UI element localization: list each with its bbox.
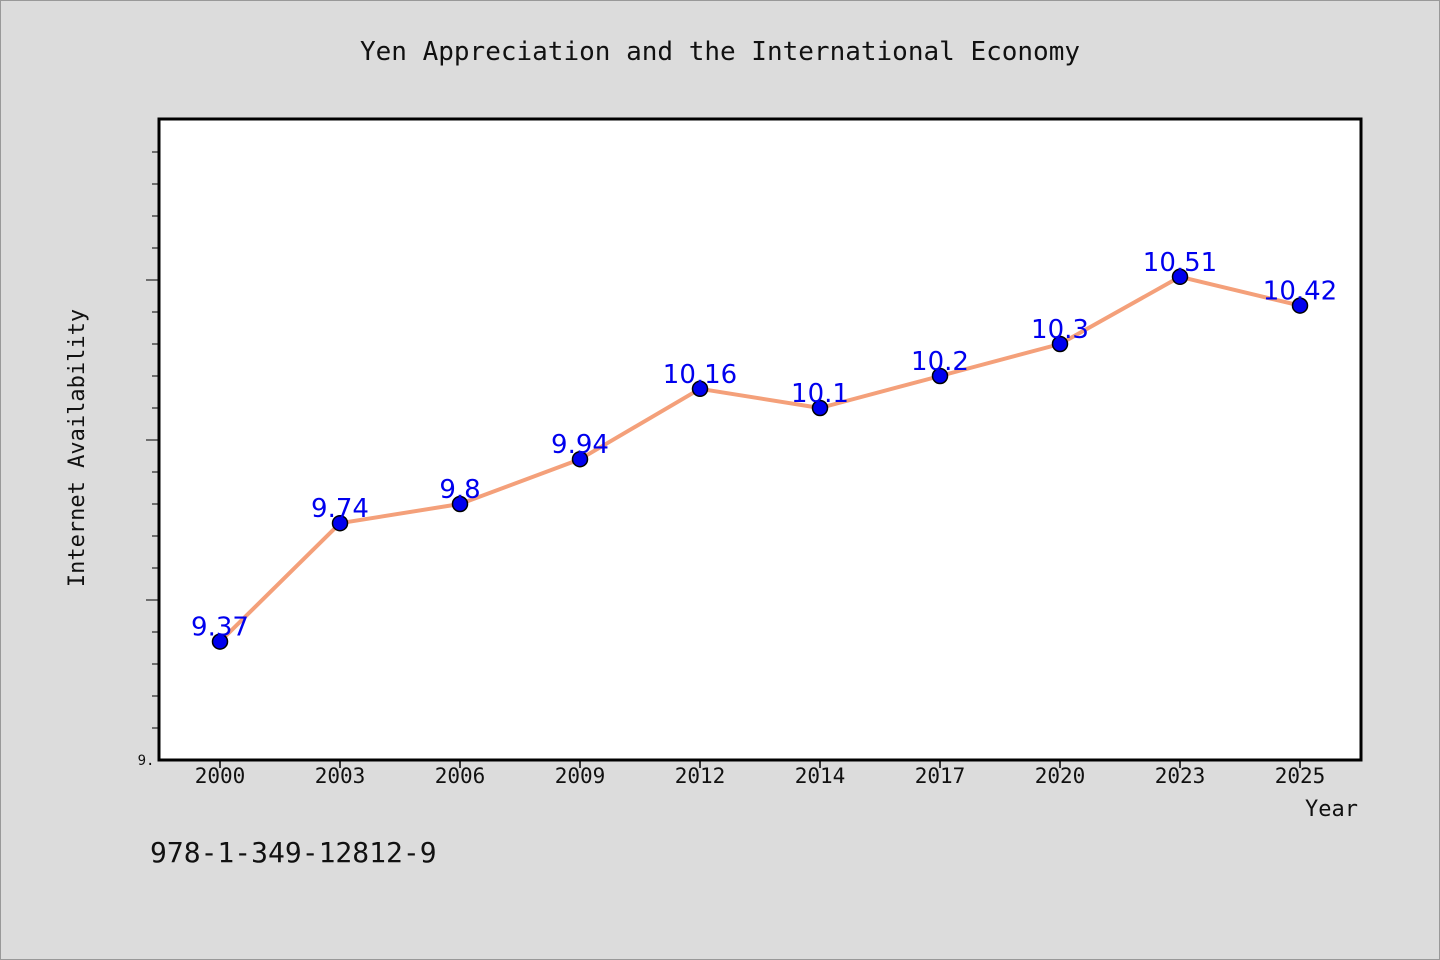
x-axis-ticks: 2000 2003 2006 2009 2012 2014 2017 2020 2023 2025 (195, 760, 1326, 788)
data-label: 10.51 (1143, 248, 1217, 278)
x-tick-label: 2025 (1275, 764, 1326, 788)
data-point (931, 367, 949, 385)
data-point (331, 514, 349, 532)
data-label: 9.37 (191, 613, 249, 643)
data-point (691, 380, 709, 398)
data-point (571, 450, 589, 468)
x-tick-label: 2003 (315, 764, 366, 788)
data-point (1051, 335, 1069, 353)
chart-title: Yen Appreciation and the International E… (360, 37, 1080, 67)
x-tick-label: 2012 (675, 764, 726, 788)
data-label: 10.3 (1031, 315, 1089, 345)
data-label: 10.16 (663, 360, 737, 390)
data-label: 9.74 (311, 494, 369, 524)
data-point (811, 399, 829, 417)
x-tick-label: 2009 (555, 764, 606, 788)
data-label: 9.94 (551, 430, 609, 460)
x-tick-label: 2000 (195, 764, 246, 788)
x-tick-label: 2006 (435, 764, 486, 788)
data-label-group: 9.37 9.74 9.8 9.94 10.16 10.1 10.2 10.3 10.51 10.… (191, 248, 1337, 643)
x-tick-label: 2017 (915, 764, 966, 788)
plot-area (157, 117, 1363, 762)
x-tick-label: 2020 (1035, 764, 1086, 788)
data-label: 10.42 (1263, 277, 1337, 307)
data-point-group (211, 268, 1309, 650)
x-axis-label: Year (1305, 797, 1358, 822)
y-tick-label: 9. (138, 753, 155, 769)
data-label: 9.8 (439, 475, 480, 505)
series-line (218, 274, 1302, 644)
data-label: 10.1 (791, 379, 849, 409)
y-axis-ticks (146, 151, 160, 729)
x-tick-label: 2014 (795, 764, 846, 788)
data-point (1171, 268, 1189, 286)
y-axis-label: Internet Availability (65, 309, 90, 587)
series-line-group (218, 274, 1302, 644)
data-label: 10.2 (911, 347, 969, 377)
data-point (211, 633, 229, 650)
data-point (1291, 297, 1309, 314)
x-tick-label: 2023 (1155, 764, 1206, 788)
isbn-footer: 978-1-349-12812-9 (150, 836, 437, 869)
data-point (451, 495, 469, 513)
